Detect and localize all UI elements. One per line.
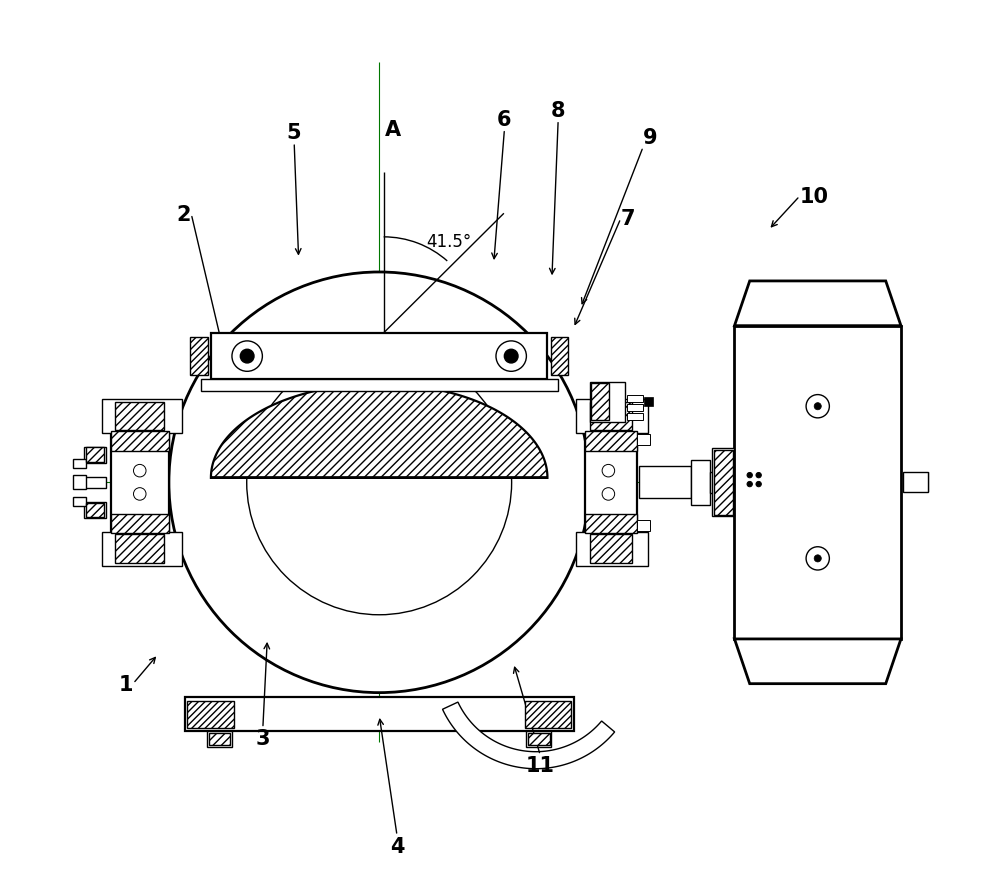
Circle shape bbox=[133, 488, 146, 501]
Bar bbox=[209, 733, 230, 746]
Circle shape bbox=[756, 473, 761, 478]
Text: 7: 7 bbox=[621, 209, 635, 229]
Bar bbox=[73, 460, 86, 468]
Bar bbox=[84, 447, 106, 463]
Bar bbox=[187, 701, 234, 728]
Bar bbox=[190, 338, 208, 375]
Bar bbox=[637, 520, 650, 531]
Bar bbox=[576, 532, 648, 566]
Circle shape bbox=[504, 350, 518, 364]
Bar bbox=[591, 384, 609, 421]
Bar bbox=[627, 414, 643, 421]
Bar bbox=[627, 405, 643, 412]
Text: 11: 11 bbox=[526, 755, 555, 775]
Bar bbox=[73, 476, 86, 490]
Circle shape bbox=[602, 465, 615, 477]
Circle shape bbox=[602, 488, 615, 501]
Polygon shape bbox=[734, 282, 901, 326]
Bar bbox=[710, 472, 724, 493]
Text: 5: 5 bbox=[287, 123, 301, 143]
Bar bbox=[526, 731, 551, 747]
Bar bbox=[590, 383, 625, 423]
Bar bbox=[644, 398, 653, 407]
Circle shape bbox=[496, 342, 526, 372]
Text: 9: 9 bbox=[643, 128, 658, 148]
Bar bbox=[585, 434, 637, 532]
Text: 4: 4 bbox=[390, 836, 404, 856]
Bar bbox=[585, 514, 637, 534]
Bar bbox=[211, 333, 547, 380]
Bar bbox=[590, 535, 632, 563]
Bar bbox=[115, 535, 164, 563]
Bar bbox=[102, 400, 182, 434]
Circle shape bbox=[814, 555, 821, 562]
Text: 41.5°: 41.5° bbox=[427, 233, 472, 251]
Polygon shape bbox=[443, 703, 615, 769]
Circle shape bbox=[814, 403, 821, 410]
Bar bbox=[73, 497, 86, 506]
Text: 10: 10 bbox=[800, 187, 829, 207]
Bar bbox=[691, 460, 710, 505]
Bar bbox=[201, 380, 558, 392]
Text: A: A bbox=[385, 120, 401, 139]
Bar bbox=[111, 432, 169, 451]
Bar bbox=[528, 733, 550, 746]
Text: 8: 8 bbox=[551, 101, 565, 121]
Circle shape bbox=[240, 350, 254, 364]
Bar bbox=[714, 451, 733, 515]
Bar bbox=[207, 731, 232, 747]
Bar bbox=[115, 402, 164, 431]
Polygon shape bbox=[734, 639, 901, 684]
Circle shape bbox=[747, 482, 752, 487]
Bar bbox=[627, 396, 643, 403]
Bar bbox=[590, 402, 632, 431]
Text: 1: 1 bbox=[119, 674, 133, 694]
Bar bbox=[86, 503, 104, 518]
Text: 3: 3 bbox=[256, 729, 270, 748]
Circle shape bbox=[133, 465, 146, 477]
Circle shape bbox=[806, 547, 829, 570]
Bar bbox=[637, 434, 650, 445]
Bar bbox=[585, 432, 637, 451]
Bar bbox=[111, 514, 169, 534]
Bar bbox=[551, 338, 568, 375]
Bar bbox=[84, 477, 106, 488]
Circle shape bbox=[747, 473, 752, 478]
Bar bbox=[185, 697, 574, 731]
Text: 6: 6 bbox=[497, 110, 512, 130]
Bar bbox=[111, 434, 169, 532]
Bar bbox=[576, 400, 648, 434]
Circle shape bbox=[247, 350, 512, 615]
Bar bbox=[525, 701, 571, 728]
Bar bbox=[639, 467, 691, 499]
Bar bbox=[903, 473, 928, 493]
Bar bbox=[734, 326, 901, 639]
Circle shape bbox=[232, 342, 262, 372]
Circle shape bbox=[756, 482, 761, 487]
Circle shape bbox=[806, 395, 829, 418]
Bar bbox=[86, 448, 104, 462]
Polygon shape bbox=[211, 384, 547, 478]
Text: 2: 2 bbox=[177, 205, 191, 224]
Circle shape bbox=[169, 273, 590, 693]
Bar bbox=[102, 532, 182, 566]
Bar bbox=[84, 502, 106, 519]
Bar bbox=[712, 449, 734, 517]
